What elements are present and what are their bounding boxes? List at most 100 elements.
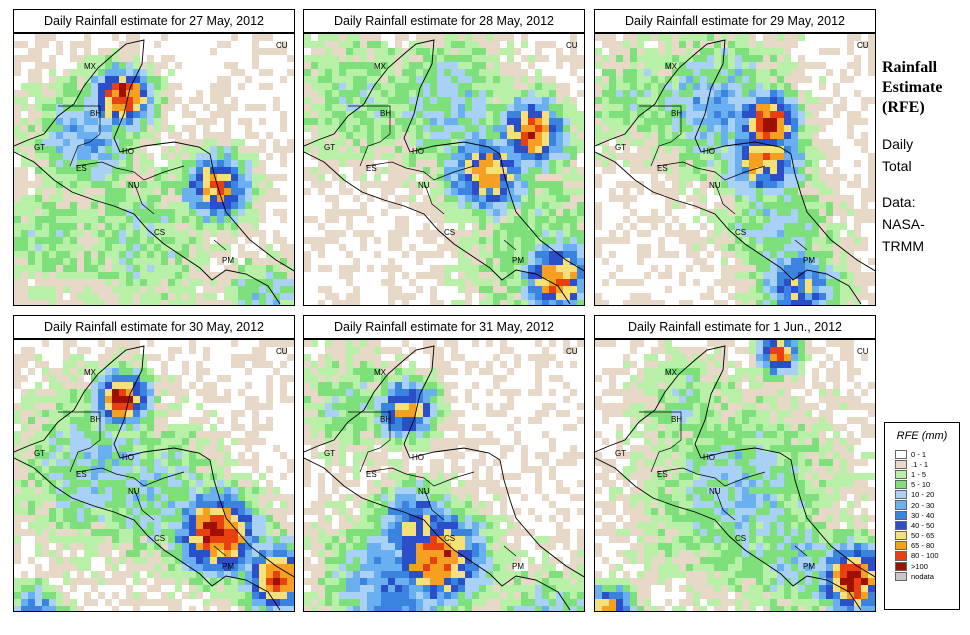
rainfall-cell (189, 459, 196, 466)
rainfall-cell (133, 286, 140, 293)
rainfall-cell (84, 382, 91, 389)
rainfall-cell (693, 34, 700, 41)
rainfall-cell (175, 522, 182, 529)
rainfall-cell (168, 104, 175, 111)
rainfall-cell (346, 160, 353, 167)
rainfall-cell (430, 181, 437, 188)
rainfall-cell (686, 62, 693, 69)
rainfall-cell (847, 76, 854, 83)
rainfall-cell (42, 251, 49, 258)
rainfall-cell (721, 279, 728, 286)
rainfall-cell (280, 389, 287, 396)
rainfall-cell (35, 160, 42, 167)
rainfall-cell (161, 522, 168, 529)
rainfall-cell (784, 265, 791, 272)
rainfall-cell (672, 90, 679, 97)
rainfall-cell (210, 550, 217, 557)
rainfall-cell (549, 265, 556, 272)
rainfall-cell (840, 195, 847, 202)
rainfall-cell (756, 153, 763, 160)
rainfall-cell (637, 153, 644, 160)
rainfall-cell (105, 354, 112, 361)
rainfall-cell (42, 340, 49, 347)
rainfall-cell (840, 251, 847, 258)
rainfall-cell (500, 76, 507, 83)
rainfall-cell (91, 216, 98, 223)
rainfall-cell (70, 501, 77, 508)
rainfall-cell (49, 438, 56, 445)
rainfall-cell (542, 153, 549, 160)
rainfall-cell (35, 69, 42, 76)
rainfall-cell (238, 153, 245, 160)
rainfall-cell (602, 55, 609, 62)
rainfall-cell (714, 202, 721, 209)
rainfall-cell (175, 494, 182, 501)
rainfall-cell (542, 265, 549, 272)
rainfall-cell (763, 237, 770, 244)
rainfall-cell (77, 111, 84, 118)
rainfall-cell (105, 347, 112, 354)
rainfall-cell (231, 340, 238, 347)
rainfall-cell (833, 223, 840, 230)
rainfall-cell (665, 132, 672, 139)
rainfall-cell (49, 104, 56, 111)
rainfall-cell (70, 188, 77, 195)
rainfall-cell (486, 202, 493, 209)
rainfall-cell (623, 125, 630, 132)
rainfall-cell (721, 216, 728, 223)
rainfall-cell (98, 382, 105, 389)
rainfall-cell (770, 69, 777, 76)
rainfall-cell (133, 389, 140, 396)
rainfall-cell (623, 237, 630, 244)
rainfall-cell (140, 557, 147, 564)
rainfall-cell (63, 111, 70, 118)
rainfall-cell (819, 104, 826, 111)
rainfall-cell (182, 529, 189, 536)
rainfall-cell (854, 272, 861, 279)
rainfall-cell (535, 118, 542, 125)
rainfall-cell (252, 403, 259, 410)
rainfall-cell (133, 188, 140, 195)
rainfall-cell (826, 293, 833, 300)
rainfall-cell (70, 48, 77, 55)
rainfall-cell (49, 62, 56, 69)
rainfall-cell (231, 223, 238, 230)
rainfall-cell (35, 76, 42, 83)
rainfall-cell (479, 104, 486, 111)
rainfall-cell (493, 90, 500, 97)
rainfall-cell (721, 48, 728, 55)
rainfall-cell (35, 452, 42, 459)
rainfall-cell (28, 487, 35, 494)
rainfall-cell (514, 76, 521, 83)
rainfall-cell (602, 300, 609, 305)
rainfall-cell (479, 48, 486, 55)
rainfall-cell (259, 571, 266, 578)
rainfall-cell (805, 132, 812, 139)
rainfall-cell (833, 244, 840, 251)
rainfall-cell (280, 578, 287, 585)
rainfall-cell (304, 97, 311, 104)
rainfall-cell (868, 174, 875, 181)
rainfall-cell (623, 160, 630, 167)
rainfall-cell (798, 230, 805, 237)
rainfall-cell (28, 438, 35, 445)
rainfall-cell (161, 494, 168, 501)
rainfall-cell (35, 585, 42, 592)
rainfall-cell (154, 522, 161, 529)
rainfall-cell (514, 153, 521, 160)
rainfall-cell (430, 55, 437, 62)
rainfall-cell (154, 417, 161, 424)
rainfall-cell (784, 146, 791, 153)
rainfall-cell (28, 452, 35, 459)
rainfall-cell (91, 473, 98, 480)
rainfall-cell (318, 104, 325, 111)
rainfall-cell (728, 34, 735, 41)
rainfall-cell (756, 146, 763, 153)
rainfall-cell (252, 146, 259, 153)
rainfall-cell (770, 195, 777, 202)
rainfall-cell (287, 501, 294, 508)
rainfall-cell (707, 286, 714, 293)
rainfall-cell (451, 265, 458, 272)
rainfall-cell (203, 202, 210, 209)
rainfall-cell (339, 272, 346, 279)
